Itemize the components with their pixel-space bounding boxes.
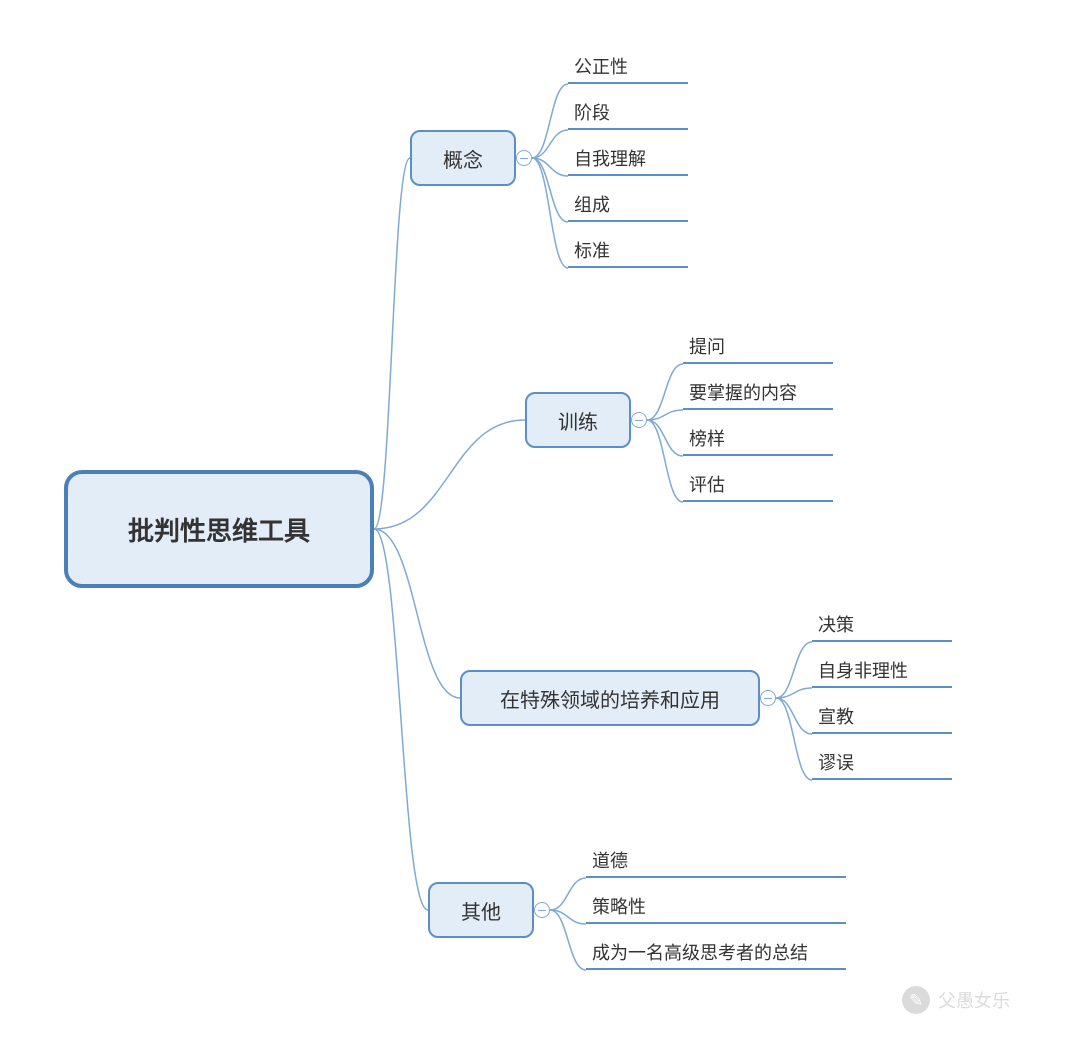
minus-icon [764, 698, 772, 699]
leaf-node-concept-3[interactable]: 组成 [568, 188, 688, 222]
leaf-node-special-3[interactable]: 谬误 [812, 746, 952, 780]
minus-icon [520, 158, 528, 159]
leaf-node-concept-1[interactable]: 阶段 [568, 96, 688, 130]
leaf-node-other-1[interactable]: 策略性 [586, 890, 846, 924]
collapse-toggle-training[interactable] [631, 412, 647, 428]
minus-icon [635, 420, 643, 421]
leaf-node-special-2[interactable]: 宣教 [812, 700, 952, 734]
leaf-node-concept-0[interactable]: 公正性 [568, 50, 688, 84]
minus-icon [538, 910, 546, 911]
collapse-toggle-special[interactable] [760, 690, 776, 706]
leaf-node-training-1[interactable]: 要掌握的内容 [683, 376, 833, 410]
branch-node-training[interactable]: 训练 [525, 392, 631, 448]
leaf-node-training-0[interactable]: 提问 [683, 330, 833, 364]
leaf-node-training-3[interactable]: 评估 [683, 468, 833, 502]
leaf-node-special-1[interactable]: 自身非理性 [812, 654, 952, 688]
collapse-toggle-concept[interactable] [516, 150, 532, 166]
leaf-node-concept-4[interactable]: 标准 [568, 234, 688, 268]
branch-node-other[interactable]: 其他 [428, 882, 534, 938]
branch-node-special[interactable]: 在特殊领域的培养和应用 [460, 670, 760, 726]
root-node[interactable]: 批判性思维工具 [64, 470, 374, 588]
watermark: ✎ 父愚女乐 [902, 986, 1010, 1014]
leaf-node-other-0[interactable]: 道德 [586, 844, 846, 878]
leaf-node-concept-2[interactable]: 自我理解 [568, 142, 688, 176]
leaf-node-special-0[interactable]: 决策 [812, 608, 952, 642]
pencil-icon: ✎ [902, 986, 930, 1014]
leaf-node-other-2[interactable]: 成为一名高级思考者的总结 [586, 936, 846, 970]
branch-node-concept[interactable]: 概念 [410, 130, 516, 186]
leaf-node-training-2[interactable]: 榜样 [683, 422, 833, 456]
collapse-toggle-other[interactable] [534, 902, 550, 918]
watermark-text: 父愚女乐 [938, 987, 1010, 1013]
